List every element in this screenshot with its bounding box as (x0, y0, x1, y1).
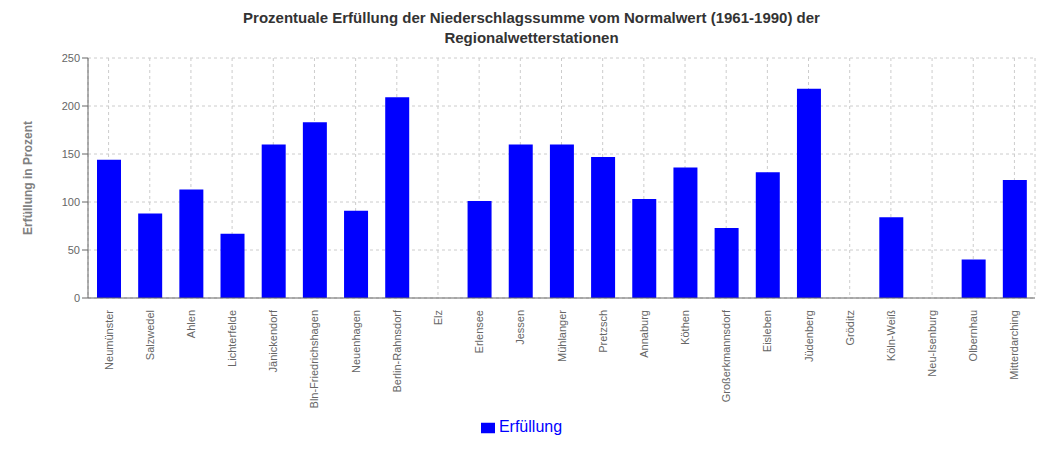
svg-text:150: 150 (62, 148, 80, 160)
svg-text:Gröditz: Gröditz (844, 310, 856, 345)
svg-text:Lichterfelde: Lichterfelde (226, 310, 238, 367)
svg-text:100: 100 (62, 196, 80, 208)
svg-text:Erlensee: Erlensee (473, 310, 485, 353)
svg-text:Jänickendorf: Jänickendorf (267, 309, 279, 372)
svg-text:Mühlanger: Mühlanger (556, 310, 568, 362)
svg-text:200: 200 (62, 100, 80, 112)
svg-text:Erfüllung in Prozent: Erfüllung in Prozent (21, 121, 35, 235)
svg-text:Ahlen: Ahlen (185, 310, 197, 338)
svg-text:0: 0 (74, 292, 80, 304)
svg-text:Großerkmannsdorf: Großerkmannsdorf (720, 309, 732, 402)
svg-text:Neu-Isenburg: Neu-Isenburg (926, 310, 938, 377)
html-text:Erfüllung: Erfüllung (498, 418, 563, 435)
svg-text:Berlin-Rahnsdorf: Berlin-Rahnsdorf (391, 309, 403, 392)
svg-text:50: 50 (68, 244, 80, 256)
svg-text:Köthen: Köthen (679, 310, 691, 345)
svg-text:Mitterdarching: Mitterdarching (1008, 310, 1020, 380)
svg-text:Neumünster: Neumünster (103, 310, 115, 370)
html-text:Regionalwetterstationen: Regionalwetterstationen (444, 29, 619, 46)
svg-text:Jessen: Jessen (514, 310, 526, 345)
svg-text:Elz: Elz (432, 310, 444, 325)
svg-text:Salzwedel: Salzwedel (144, 310, 156, 360)
svg-text:Olbernhau: Olbernhau (967, 310, 979, 361)
html-text:Prozentuale Erfüllung der Nied: Prozentuale Erfüllung der Niederschlagss… (243, 9, 820, 26)
svg-text:Eisleben: Eisleben (761, 310, 773, 352)
svg-text:Bln-Friedrichshagen: Bln-Friedrichshagen (308, 310, 320, 408)
svg-text:Annaburg: Annaburg (638, 310, 650, 358)
svg-text:Köln-Weiß: Köln-Weiß (885, 310, 897, 361)
svg-text:Neuenhagen: Neuenhagen (350, 310, 362, 373)
svg-text:250: 250 (62, 52, 80, 64)
svg-text:Pretzsch: Pretzsch (597, 310, 609, 353)
svg-text:Jüdenberg: Jüdenberg (803, 310, 815, 362)
